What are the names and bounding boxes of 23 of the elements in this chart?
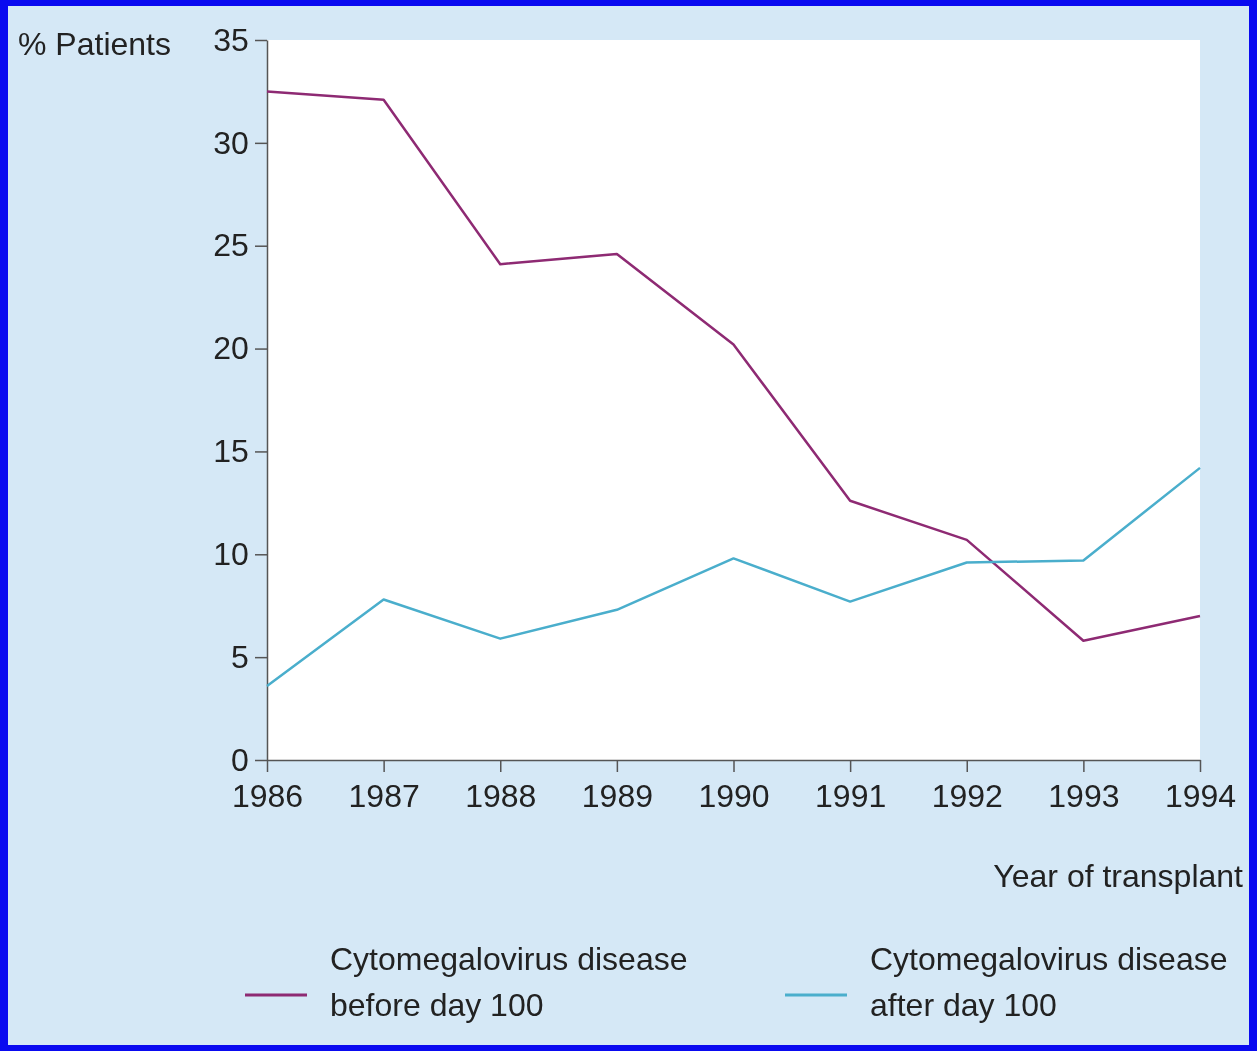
line-series: [265, 90, 1202, 642]
x-tick-label: 1992: [931, 778, 1003, 814]
x-tick-label: 1987: [348, 778, 420, 814]
y-tick-label: 30: [213, 124, 249, 161]
x-tick-label: 1993: [1048, 778, 1120, 814]
y-tick-label: 0: [231, 741, 249, 778]
y-tick-label: 35: [213, 21, 249, 58]
x-tick-label: 1989: [581, 778, 653, 814]
x-axis-title: Year of transplant: [993, 858, 1244, 894]
legend-label: Cytomegalovirus disease before day 100: [330, 941, 688, 1024]
y-tick-label: 10: [213, 536, 249, 573]
x-tick-label: 1991: [815, 778, 887, 814]
legend-label: Cytomegalovirus disease after day 100: [870, 941, 1228, 1024]
x-tick-label: 1986: [231, 778, 304, 814]
y-axis-title: % Patients: [18, 26, 171, 62]
y-tick-label: 15: [213, 433, 249, 470]
y-tick-label: 20: [213, 330, 249, 367]
x-tick-label: 1990: [698, 778, 770, 814]
line-series: [265, 466, 1202, 688]
y-tick-label: 5: [231, 638, 249, 675]
x-tick-label: 1988: [465, 778, 537, 814]
y-tick-label: 25: [213, 227, 249, 264]
x-tick-label: 1994: [1164, 778, 1237, 814]
